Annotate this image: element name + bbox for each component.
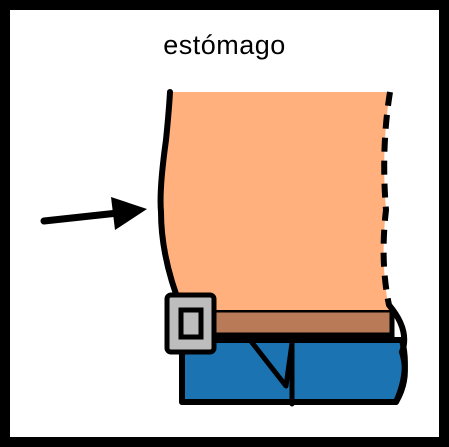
belt-buckle-hole [178,307,204,340]
jeans-fly-seam [247,337,295,407]
pictogram-label: estómago [163,30,286,60]
arrow-icon [40,197,147,230]
back-outline [157,89,185,405]
front-dashed-outline [380,91,393,306]
front-belly-outline [386,302,408,405]
belt [197,307,395,338]
torso-skin [160,92,390,310]
